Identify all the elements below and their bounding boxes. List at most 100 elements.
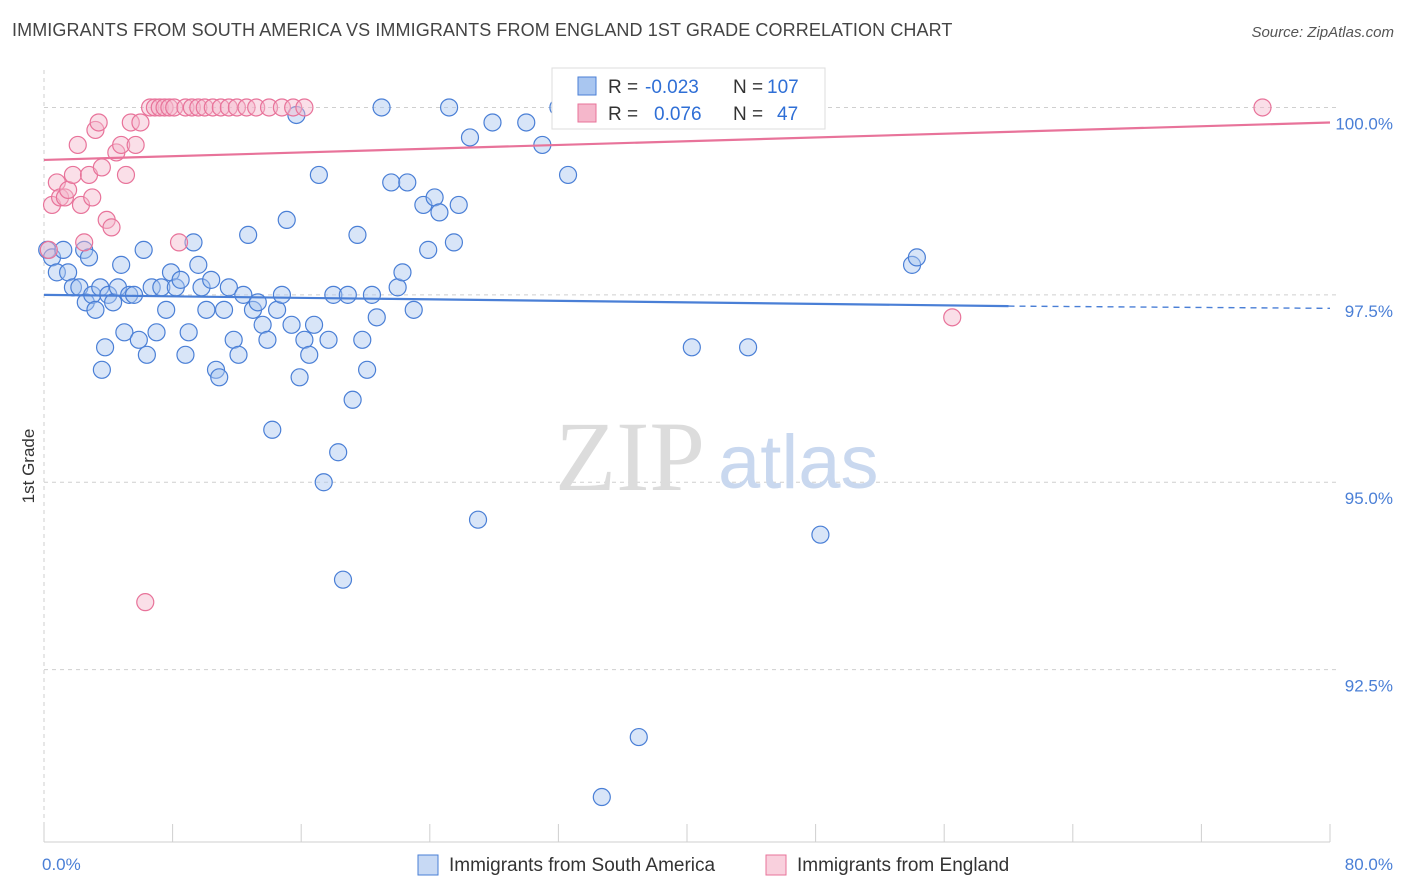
data-point <box>517 113 536 132</box>
data-point <box>83 188 102 207</box>
data-point <box>102 218 121 237</box>
y-tick-label: 100.0% <box>1335 114 1393 133</box>
stats-r-value-1: -0.023 <box>645 77 699 98</box>
stats-swatch-pink <box>577 103 597 123</box>
data-point <box>176 98 195 117</box>
data-point <box>398 173 417 192</box>
data-point <box>907 248 926 267</box>
stats-r-label-1: R = <box>608 77 638 98</box>
legend-swatch-england <box>765 854 787 876</box>
stats-swatch-blue <box>577 76 597 96</box>
data-point <box>197 300 216 319</box>
data-point <box>182 98 201 117</box>
stats-n-label-2: N = <box>733 104 763 125</box>
data-point <box>353 330 372 349</box>
data-point <box>202 270 221 289</box>
data-point <box>247 98 266 117</box>
data-point <box>272 285 292 304</box>
data-point <box>92 158 111 177</box>
data-point <box>425 188 444 207</box>
stats-r-label-2: R = <box>608 104 638 125</box>
data-point <box>229 345 248 364</box>
data-point <box>258 330 277 349</box>
data-point <box>300 345 319 364</box>
trend-line-south-america <box>43 293 1009 308</box>
data-point <box>329 443 348 462</box>
data-point <box>483 113 502 132</box>
data-point <box>367 308 386 327</box>
data-point <box>227 98 246 117</box>
data-point <box>131 113 150 132</box>
data-point <box>277 210 296 230</box>
legend: Immigrants from South America Immigrants… <box>417 854 1009 876</box>
data-point <box>68 135 87 155</box>
data-point <box>86 300 105 319</box>
data-point <box>558 165 578 185</box>
data-point <box>338 285 357 304</box>
data-point <box>137 345 156 364</box>
data-point <box>219 278 238 297</box>
series-south-america-points <box>38 98 926 807</box>
data-point <box>54 240 73 259</box>
stats-legend-box: R = -0.023 N = 107 R = 0.076 N = 47 <box>551 67 826 130</box>
data-point <box>468 510 488 529</box>
source-credit: Source: ZipAtlas.com <box>1251 24 1394 41</box>
data-point <box>234 285 253 304</box>
data-point <box>160 98 179 117</box>
data-point <box>150 98 169 117</box>
data-point <box>171 270 190 289</box>
data-point <box>224 330 243 349</box>
data-point <box>95 338 115 357</box>
data-point <box>112 255 131 274</box>
data-point <box>129 330 148 349</box>
data-point <box>176 345 195 364</box>
data-point <box>439 98 459 117</box>
data-point <box>629 727 648 747</box>
data-point <box>295 330 314 349</box>
data-point <box>333 570 353 589</box>
data-point <box>63 165 83 185</box>
y-tick-label: 95.0% <box>1345 489 1393 508</box>
data-point <box>126 135 145 155</box>
data-point <box>362 285 382 304</box>
data-point <box>112 135 131 155</box>
data-point <box>76 293 95 312</box>
data-point <box>140 98 160 117</box>
data-point <box>290 368 309 387</box>
data-point <box>348 225 367 244</box>
data-point <box>59 263 78 282</box>
data-point <box>134 240 153 259</box>
legend-label-england: Immigrants from England <box>797 855 1009 876</box>
data-point <box>259 98 279 117</box>
data-point <box>136 593 155 612</box>
data-point <box>1253 98 1272 117</box>
stats-n-value-2: 47 <box>777 104 798 125</box>
data-point <box>282 315 301 334</box>
watermark: ZIP atlas <box>555 401 879 512</box>
data-point <box>393 263 412 282</box>
data-point <box>189 98 208 117</box>
data-point <box>430 203 449 222</box>
data-point <box>145 98 165 117</box>
data-point <box>39 240 58 259</box>
data-point <box>75 233 94 252</box>
stats-n-label-1: N = <box>733 77 763 98</box>
chart-title: IMMIGRANTS FROM SOUTH AMERICA VS IMMIGRA… <box>12 20 953 40</box>
legend-swatch-south-america <box>417 854 439 876</box>
data-point <box>358 360 377 379</box>
data-point <box>267 300 287 319</box>
series-england-points <box>39 98 1272 612</box>
stats-n-value-1: 107 <box>767 77 799 98</box>
trend-line-england <box>43 121 1331 162</box>
data-point <box>147 323 166 342</box>
trend-line-south-america-extension <box>1008 305 1331 310</box>
data-point <box>189 255 208 274</box>
data-point <box>237 98 256 117</box>
data-point <box>184 233 203 252</box>
data-point <box>115 323 134 342</box>
data-point <box>92 360 111 379</box>
data-point <box>811 525 830 544</box>
data-point <box>304 315 324 334</box>
y-tick-label: 97.5% <box>1345 302 1393 321</box>
